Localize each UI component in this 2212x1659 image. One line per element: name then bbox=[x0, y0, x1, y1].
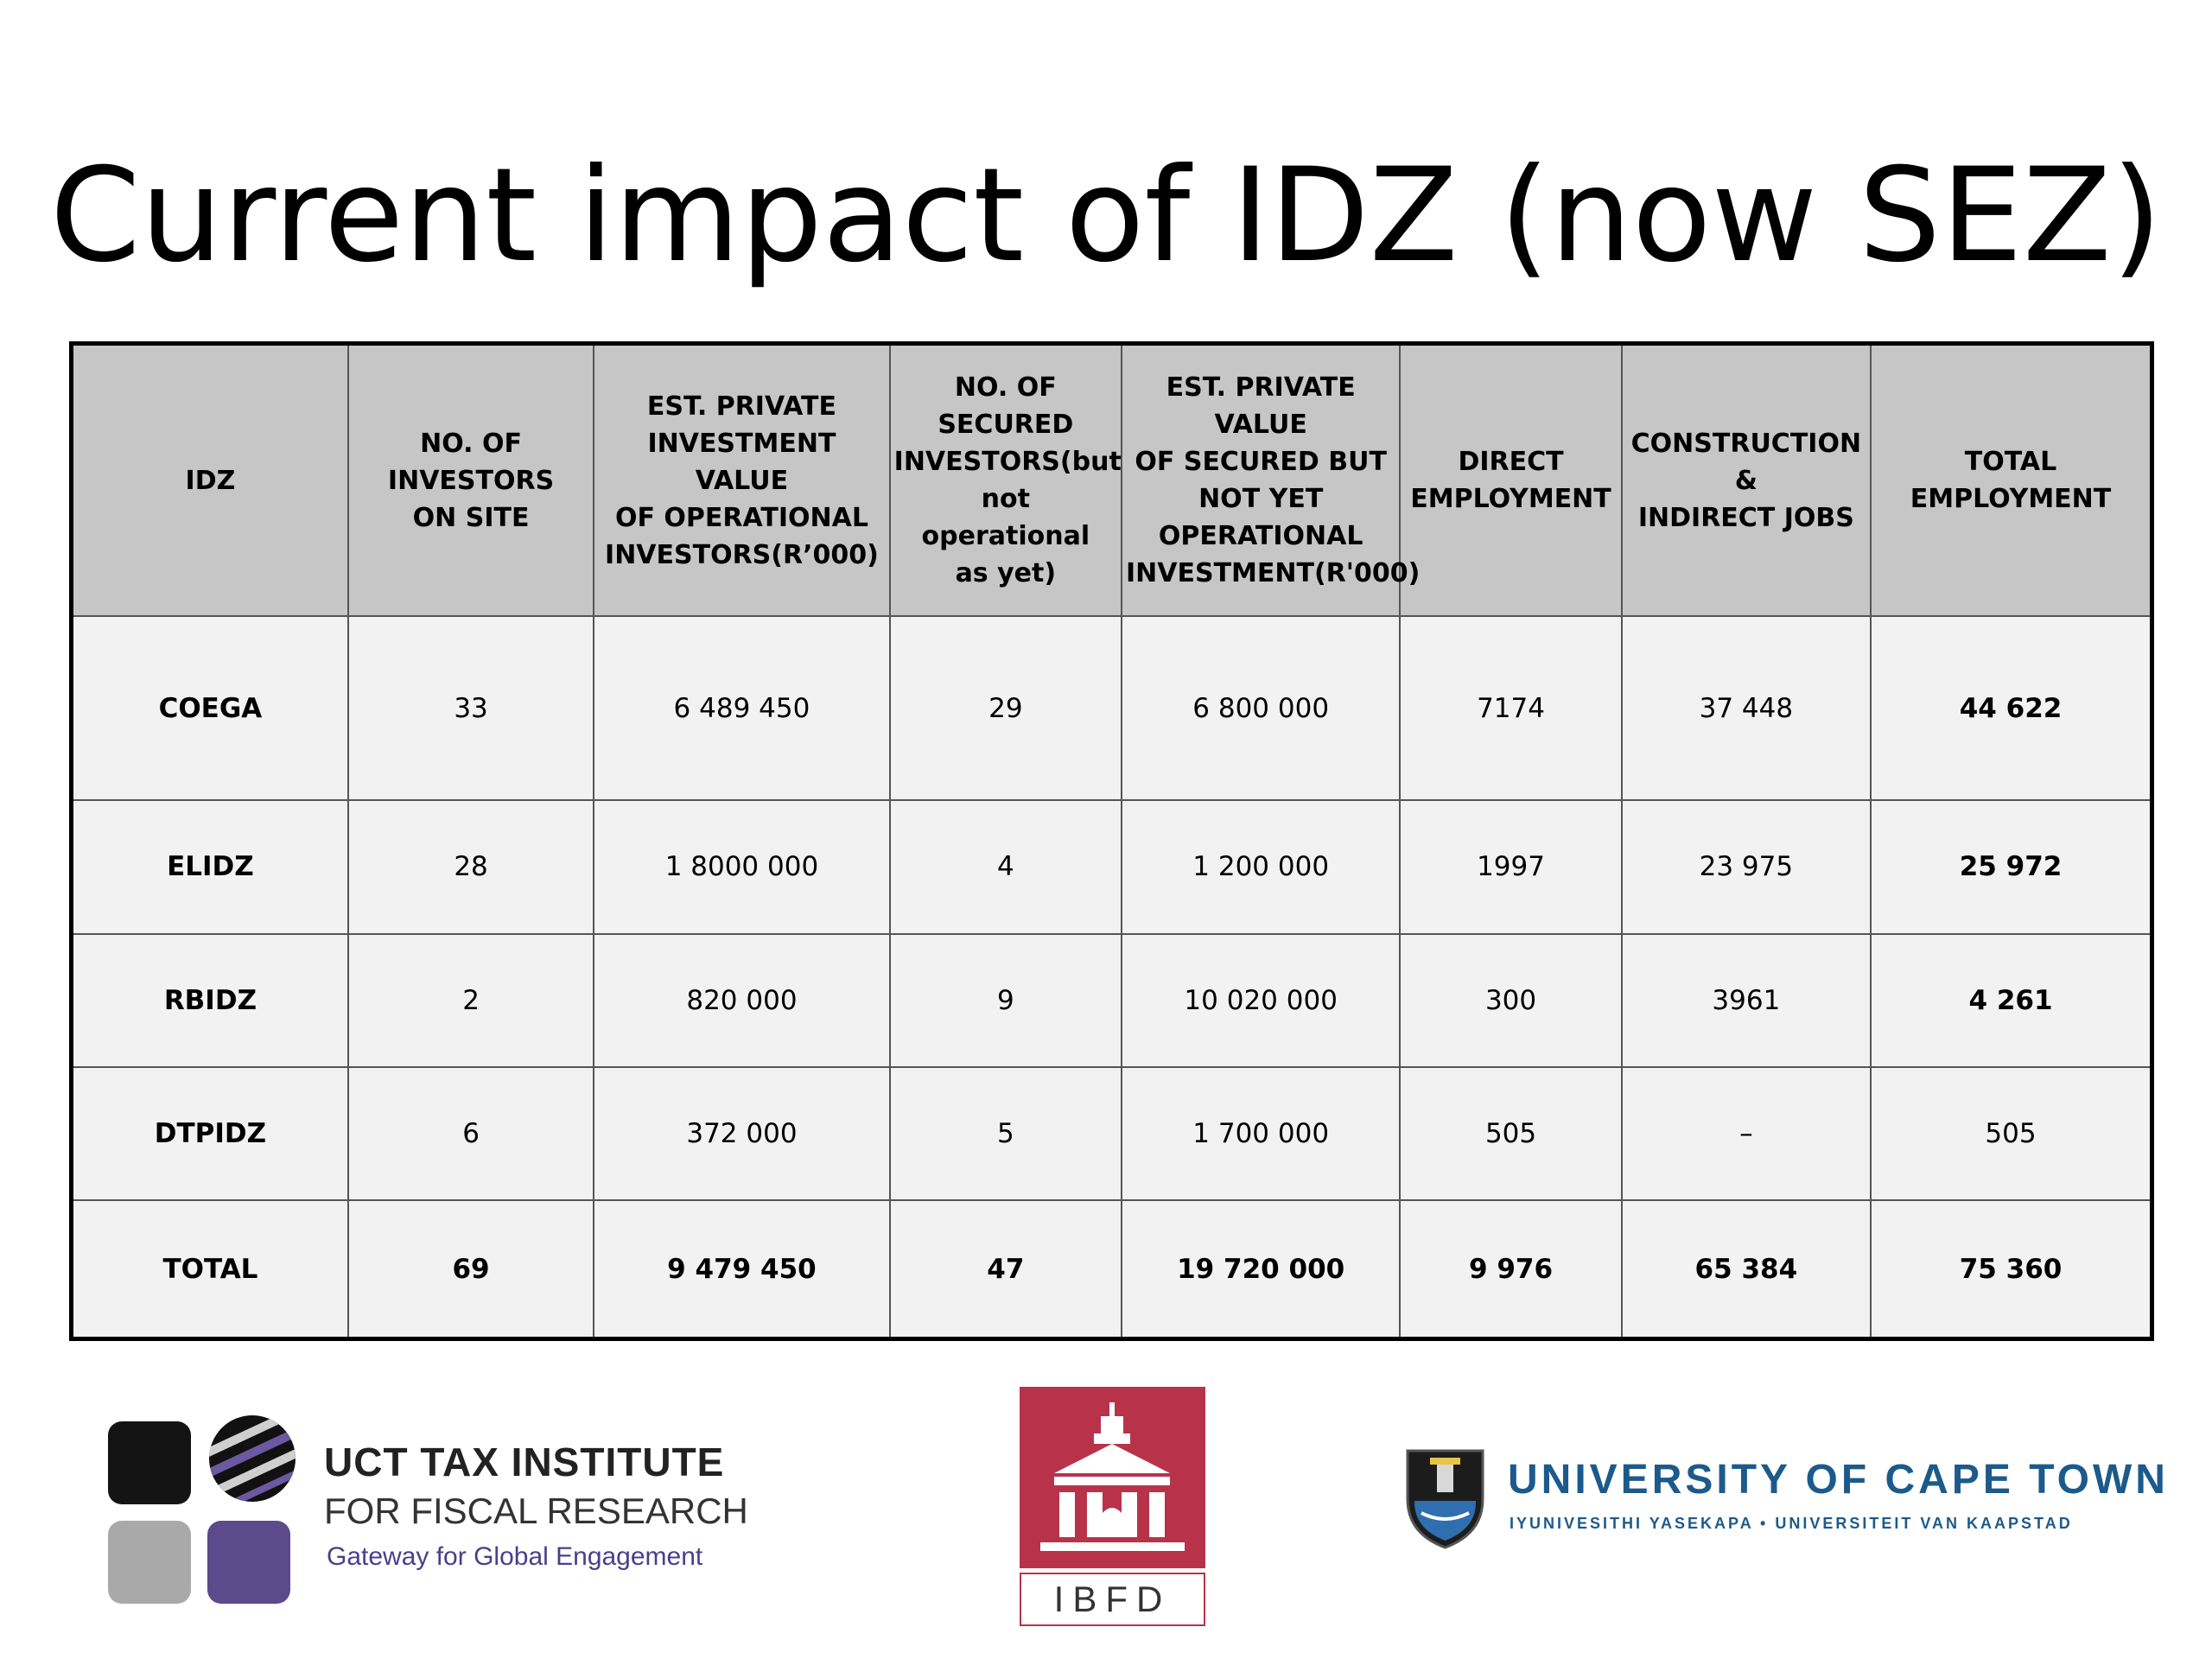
table-cell: 29 bbox=[888, 614, 1122, 802]
header-investors-on-site: NO. OF INVESTORS ON SITE bbox=[346, 342, 595, 617]
table-cell: 372 000 bbox=[593, 1065, 891, 1202]
table-row: RBIDZ 2 820 000 9 10 020 000 300 3961 4 … bbox=[70, 932, 2153, 1068]
table-cell: 1 8000 000 bbox=[593, 799, 891, 935]
table-cell: 47 bbox=[888, 1199, 1122, 1340]
header-idz: IDZ bbox=[70, 342, 349, 617]
table-cell: 1 700 000 bbox=[1120, 1065, 1402, 1202]
ibfd-building-icon bbox=[1020, 1387, 1205, 1568]
logo-square-grey bbox=[108, 1521, 191, 1604]
table-cell: RBIDZ bbox=[70, 932, 349, 1068]
table-cell: TOTAL bbox=[70, 1199, 349, 1340]
table-cell: 9 bbox=[888, 932, 1122, 1068]
slide-title: Current impact of IDZ (now SEZ) bbox=[49, 141, 2163, 291]
table-cell: 6 800 000 bbox=[1120, 614, 1402, 802]
table-cell: 4 261 bbox=[1870, 932, 2153, 1068]
header-construction-indirect-jobs: CONSTRUCTION & INDIRECT JOBS bbox=[1620, 342, 1872, 617]
logo-square-black bbox=[108, 1421, 191, 1504]
table-cell: 37 448 bbox=[1620, 614, 1872, 802]
table-cell: 9 479 450 bbox=[593, 1199, 891, 1340]
table-cell: 10 020 000 bbox=[1120, 932, 1402, 1068]
table-cell: 820 000 bbox=[593, 932, 891, 1068]
table-cell: 9 976 bbox=[1399, 1199, 1623, 1340]
table-cell: 6 bbox=[346, 1065, 595, 1202]
table-cell: 5 bbox=[888, 1065, 1122, 1202]
table-cell: 505 bbox=[1399, 1065, 1623, 1202]
header-total-employment: TOTAL EMPLOYMENT bbox=[1870, 342, 2153, 617]
header-direct-employment: DIRECT EMPLOYMENT bbox=[1399, 342, 1623, 617]
table-cell: 19 720 000 bbox=[1120, 1199, 1402, 1340]
table-cell: 300 bbox=[1399, 932, 1623, 1068]
table-cell: 65 384 bbox=[1620, 1199, 1872, 1340]
table-cell: 1 200 000 bbox=[1120, 799, 1402, 935]
table-cell: 28 bbox=[346, 799, 595, 935]
table-row-total: TOTAL 69 9 479 450 47 19 720 000 9 976 6… bbox=[70, 1199, 2153, 1340]
header-operational-investment-value: EST. PRIVATE INVESTMENT VALUE OF OPERATI… bbox=[593, 342, 891, 617]
table-cell: 4 bbox=[888, 799, 1122, 935]
ibfd-wordmark: IBFD bbox=[1020, 1573, 1205, 1626]
uct-crest-icon bbox=[1406, 1449, 1484, 1549]
uct-name: UNIVERSITY OF CAPE TOWN bbox=[1508, 1457, 2169, 1503]
table-row: DTPIDZ 6 372 000 5 1 700 000 505 – 505 bbox=[70, 1065, 2153, 1202]
table-cell: COEGA bbox=[70, 614, 349, 802]
logo-square-purple bbox=[207, 1521, 290, 1604]
table-cell: – bbox=[1620, 1065, 1872, 1202]
table-cell: DTPIDZ bbox=[70, 1065, 349, 1202]
table-row: COEGA 33 6 489 450 29 6 800 000 7174 37 … bbox=[70, 614, 2153, 802]
uct-tax-tagline: Gateway for Global Engagement bbox=[327, 1542, 703, 1571]
striped-globe-icon bbox=[209, 1415, 296, 1502]
table-cell: 69 bbox=[346, 1199, 595, 1340]
table-cell: 3961 bbox=[1620, 932, 1872, 1068]
table-cell: 2 bbox=[346, 932, 595, 1068]
table-cell: 75 360 bbox=[1870, 1199, 2153, 1340]
table-cell: 505 bbox=[1870, 1065, 2153, 1202]
table-cell: ELIDZ bbox=[70, 799, 349, 935]
header-secured-investment-value: EST. PRIVATE VALUE OF SECURED BUT NOT YE… bbox=[1120, 342, 1420, 617]
uct-name-translations: IYUNIVESITHI YASEKAPA • UNIVERSITEIT VAN… bbox=[1510, 1515, 2073, 1532]
table-cell: 33 bbox=[346, 614, 595, 802]
table-cell: 1997 bbox=[1399, 799, 1623, 935]
university-of-cape-town-logo: UNIVERSITY OF CAPE TOWN IYUNIVESITHI YAS… bbox=[1404, 1447, 2165, 1560]
table-header-row: IDZ NO. OF INVESTORS ON SITE EST. PRIVAT… bbox=[70, 342, 2153, 617]
uct-tax-line2: FOR FISCAL RESEARCH bbox=[324, 1491, 748, 1531]
idz-impact-table: IDZ NO. OF INVESTORS ON SITE EST. PRIVAT… bbox=[69, 341, 2154, 1341]
table-cell: 7174 bbox=[1399, 614, 1623, 802]
table-cell: 44 622 bbox=[1870, 614, 2153, 802]
table-cell: 25 972 bbox=[1870, 799, 2153, 935]
uct-tax-line1: UCT TAX INSTITUTE bbox=[324, 1440, 725, 1484]
ibfd-logo: IBFD bbox=[1020, 1387, 1205, 1630]
header-secured-investors: NO. OF SECURED INVESTORS(but not operati… bbox=[888, 342, 1122, 617]
table-cell: 23 975 bbox=[1620, 799, 1872, 935]
uct-tax-institute-logo: UCT TAX INSTITUTE FOR FISCAL RESEARCH Ga… bbox=[108, 1404, 748, 1604]
table-cell: 6 489 450 bbox=[593, 614, 891, 802]
table-row: ELIDZ 28 1 8000 000 4 1 200 000 1997 23 … bbox=[70, 799, 2153, 935]
